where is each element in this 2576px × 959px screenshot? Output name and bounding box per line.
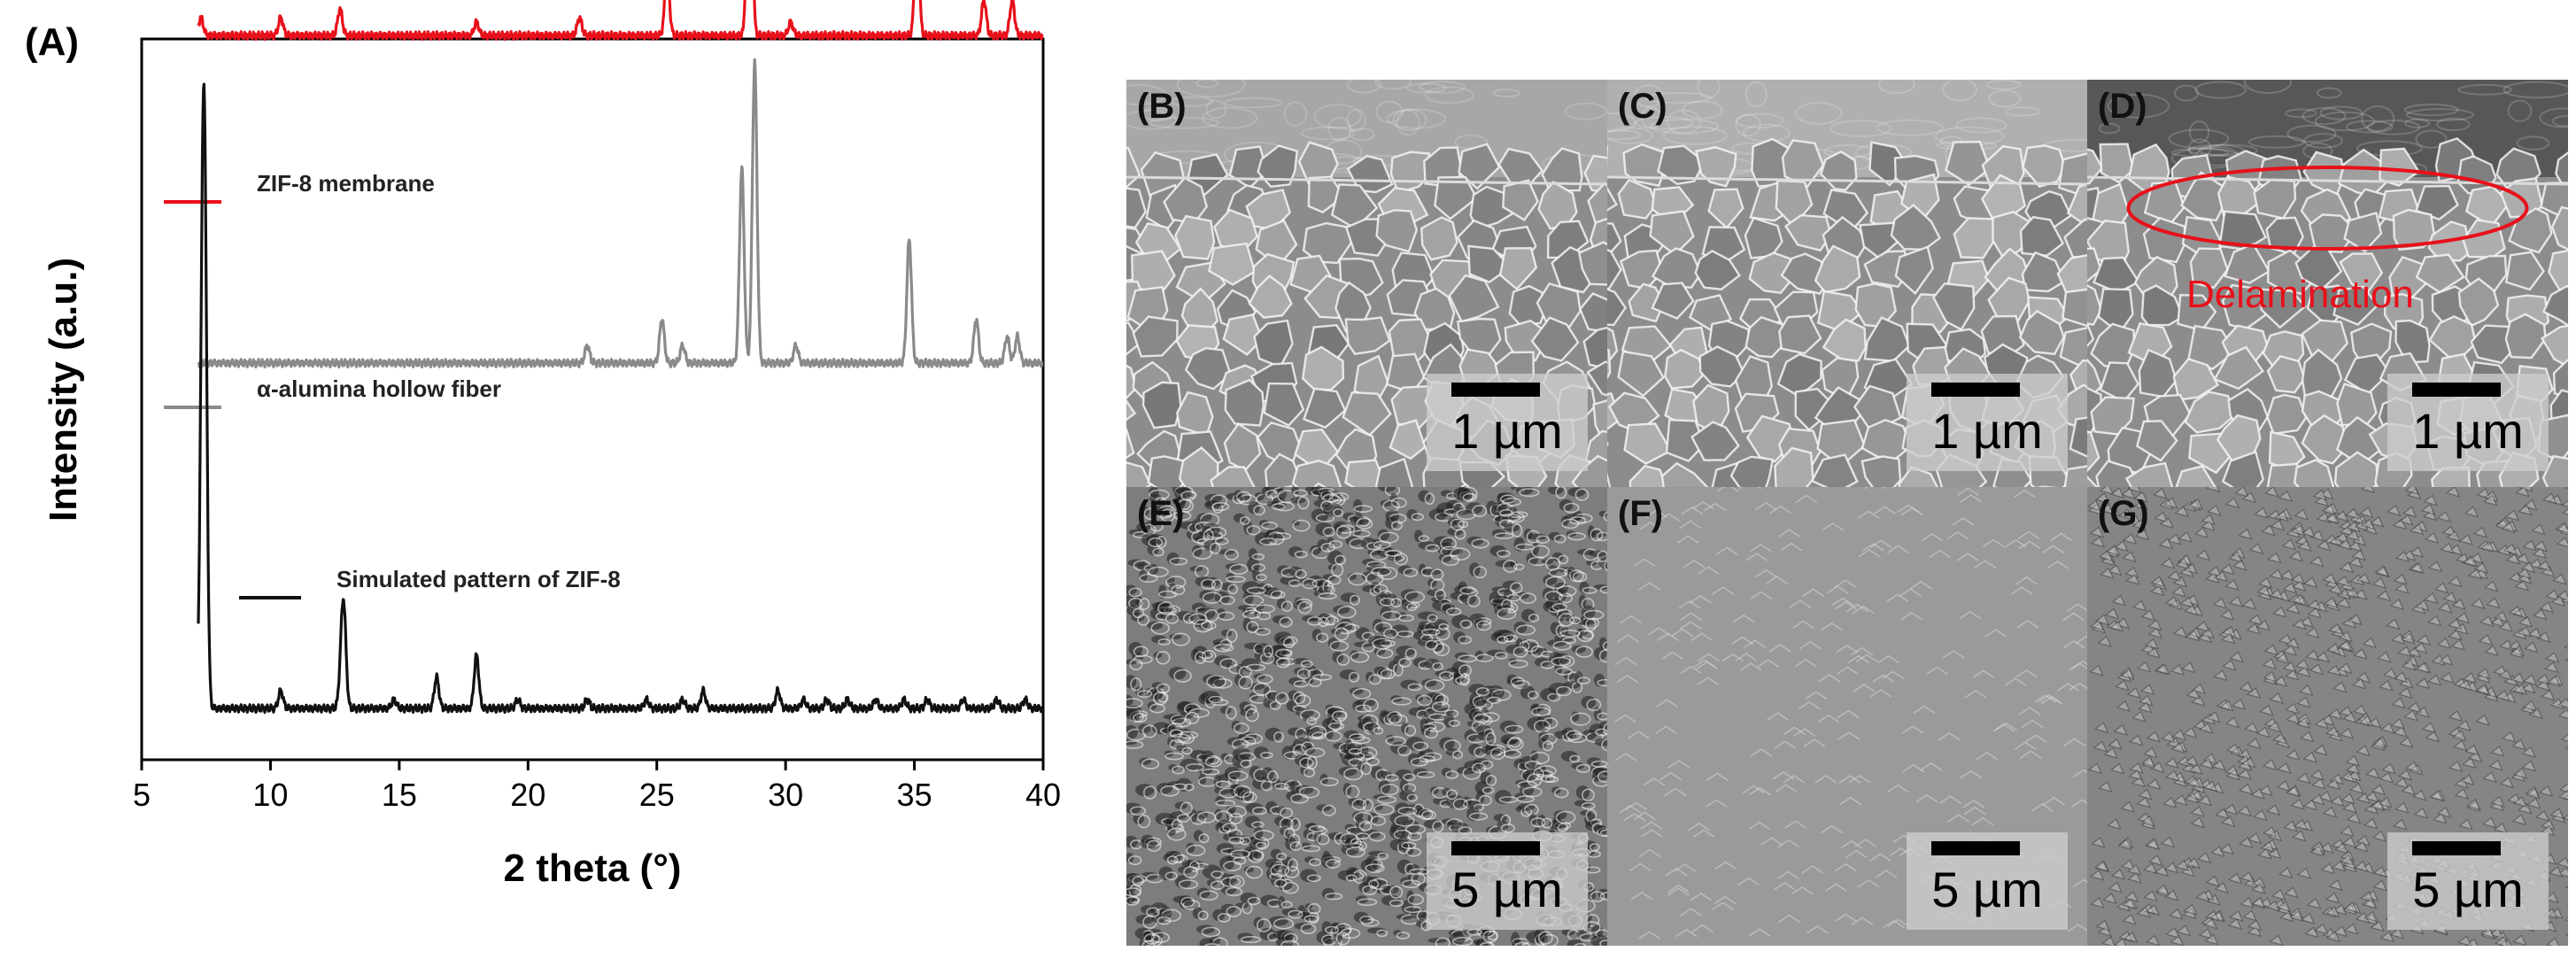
sem-micrograph — [2087, 80, 2568, 487]
sem-panel-label: (G) — [2098, 494, 2149, 533]
delamination-ellipse — [2126, 166, 2529, 251]
x-axis-label: 2 theta (°) — [504, 847, 682, 890]
x-tick-label-0: 5 — [133, 777, 151, 813]
sem-panel-e: (E) 5 µm — [1126, 487, 1607, 946]
scale-bar-label: 1 µm — [1931, 403, 2043, 459]
sem-panel-label: (D) — [2098, 87, 2147, 126]
series-line-1 — [197, 58, 1044, 369]
sem-panel-label: (F) — [1618, 494, 1664, 533]
panel-a-label: (A) — [25, 20, 79, 64]
sem-panel-b: (B) 1 µm — [1126, 80, 1607, 487]
scale-bar-box: 1 µm — [1907, 374, 2068, 471]
scale-bar-box: 5 µm — [1427, 832, 1588, 930]
sem-panel-label: (B) — [1137, 87, 1187, 126]
sem-micrograph — [1607, 80, 2087, 487]
sem-micrograph — [1126, 80, 1607, 487]
sem-panel-d: Delamination (D) 1 µm — [2087, 80, 2568, 487]
sem-micrograph — [1126, 487, 1607, 946]
series-line-0 — [197, 0, 1044, 42]
scale-bar — [1451, 841, 1540, 855]
x-tick-label-1: 10 — [252, 777, 288, 813]
legend-label-1: α-alumina hollow fiber — [257, 375, 501, 402]
y-axis-label: Intensity (a.u.) — [42, 258, 85, 522]
scale-bar — [1931, 841, 2020, 855]
sem-panel-label: (C) — [1618, 87, 1667, 126]
sem-panel-f: (F) 5 µm — [1607, 487, 2087, 946]
scale-bar-label: 1 µm — [1451, 403, 1563, 459]
scale-bar-label: 5 µm — [1451, 862, 1563, 917]
legend-label-2: Simulated pattern of ZIF-8 — [337, 566, 621, 592]
x-tick-label-4: 25 — [639, 777, 675, 813]
scale-bar — [1931, 383, 2020, 397]
sem-panel-label: (E) — [1137, 494, 1185, 533]
sem-panel-g: (G) 5 µm — [2087, 487, 2568, 946]
scale-bar-label: 5 µm — [1931, 862, 2043, 917]
xrd-chart: (A) 5 10 15 20 25 30 35 40 ZIF-8 membrane α-alumi… — [25, 0, 1061, 890]
x-tick-label-2: 15 — [382, 777, 417, 813]
x-tick-label-5: 30 — [768, 777, 803, 813]
x-tick-label-7: 40 — [1025, 777, 1061, 813]
x-tick-label-6: 35 — [897, 777, 932, 813]
scale-bar-box: 1 µm — [1427, 374, 1588, 471]
series-line-2 — [197, 82, 1044, 715]
scale-bar — [2412, 841, 2501, 855]
scale-bar-box: 5 µm — [2387, 832, 2549, 930]
scale-bar-label: 5 µm — [2412, 862, 2524, 917]
scale-bar — [1451, 383, 1540, 397]
scale-bar — [2412, 383, 2501, 397]
delamination-label: Delamination — [2186, 273, 2414, 316]
x-tick-label-3: 20 — [510, 777, 545, 813]
scale-bar-label: 1 µm — [2412, 403, 2524, 459]
scale-bar-box: 1 µm — [2387, 374, 2549, 471]
scale-bar-box: 5 µm — [1907, 832, 2068, 930]
legend-label-0: ZIF-8 membrane — [257, 170, 435, 197]
sem-panel-c: (C) 1 µm — [1607, 80, 2087, 487]
